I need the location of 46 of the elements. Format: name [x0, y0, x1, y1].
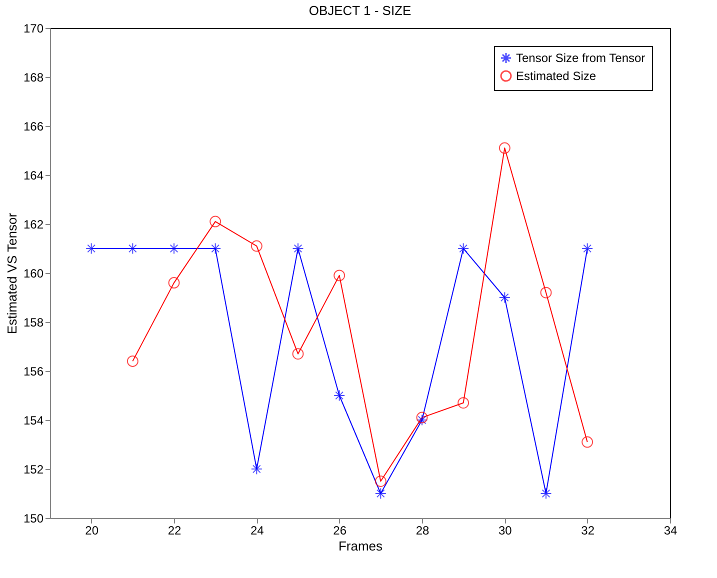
point	[540, 286, 552, 298]
point	[210, 242, 222, 254]
point	[582, 436, 594, 448]
y-tick-label: 154	[23, 414, 44, 428]
legend-label: Tensor Size from Tensor	[516, 51, 646, 65]
point	[498, 142, 510, 154]
y-tick-label: 170	[23, 22, 44, 36]
point	[540, 488, 552, 500]
point	[292, 242, 304, 254]
point	[374, 488, 386, 500]
point	[292, 348, 304, 360]
x-tick-label: 30	[498, 524, 512, 538]
point	[126, 355, 138, 367]
point	[374, 476, 386, 487]
x-tick-label: 22	[168, 524, 182, 538]
x-tick-label: 26	[333, 524, 347, 538]
x-tick-label: 20	[85, 524, 99, 538]
y-tick-label: 162	[23, 218, 44, 232]
x-tick-label: 32	[581, 524, 595, 538]
point	[498, 292, 510, 304]
x-tick-label: 28	[416, 524, 430, 538]
point	[168, 277, 180, 289]
y-tick-label: 152	[23, 462, 44, 476]
y-tick-label: 164	[23, 168, 44, 182]
point	[458, 397, 470, 409]
y-axis-title: Estimated VS Tensor	[4, 212, 20, 334]
y-tick-label: 150	[23, 512, 44, 526]
x-axis-title: Frames	[338, 538, 384, 554]
y-tick-label: 158	[23, 316, 44, 330]
y-tick-label: 166	[23, 120, 44, 134]
point	[416, 414, 428, 426]
point	[250, 240, 262, 252]
point	[250, 463, 262, 475]
y-tick-label: 160	[23, 266, 44, 280]
y-tick-label: 168	[23, 70, 44, 84]
x-tick-label: 24	[250, 524, 264, 538]
x-tick-label: 34	[664, 524, 678, 538]
legend-label: Estimated Size	[516, 69, 596, 83]
point	[582, 242, 594, 254]
point	[416, 412, 428, 424]
chart-title: OBJECT 1 - SIZE	[308, 3, 412, 18]
y-tick-label: 156	[23, 364, 44, 378]
point	[334, 390, 346, 402]
point	[210, 216, 222, 228]
point	[458, 242, 470, 254]
point	[334, 270, 346, 282]
